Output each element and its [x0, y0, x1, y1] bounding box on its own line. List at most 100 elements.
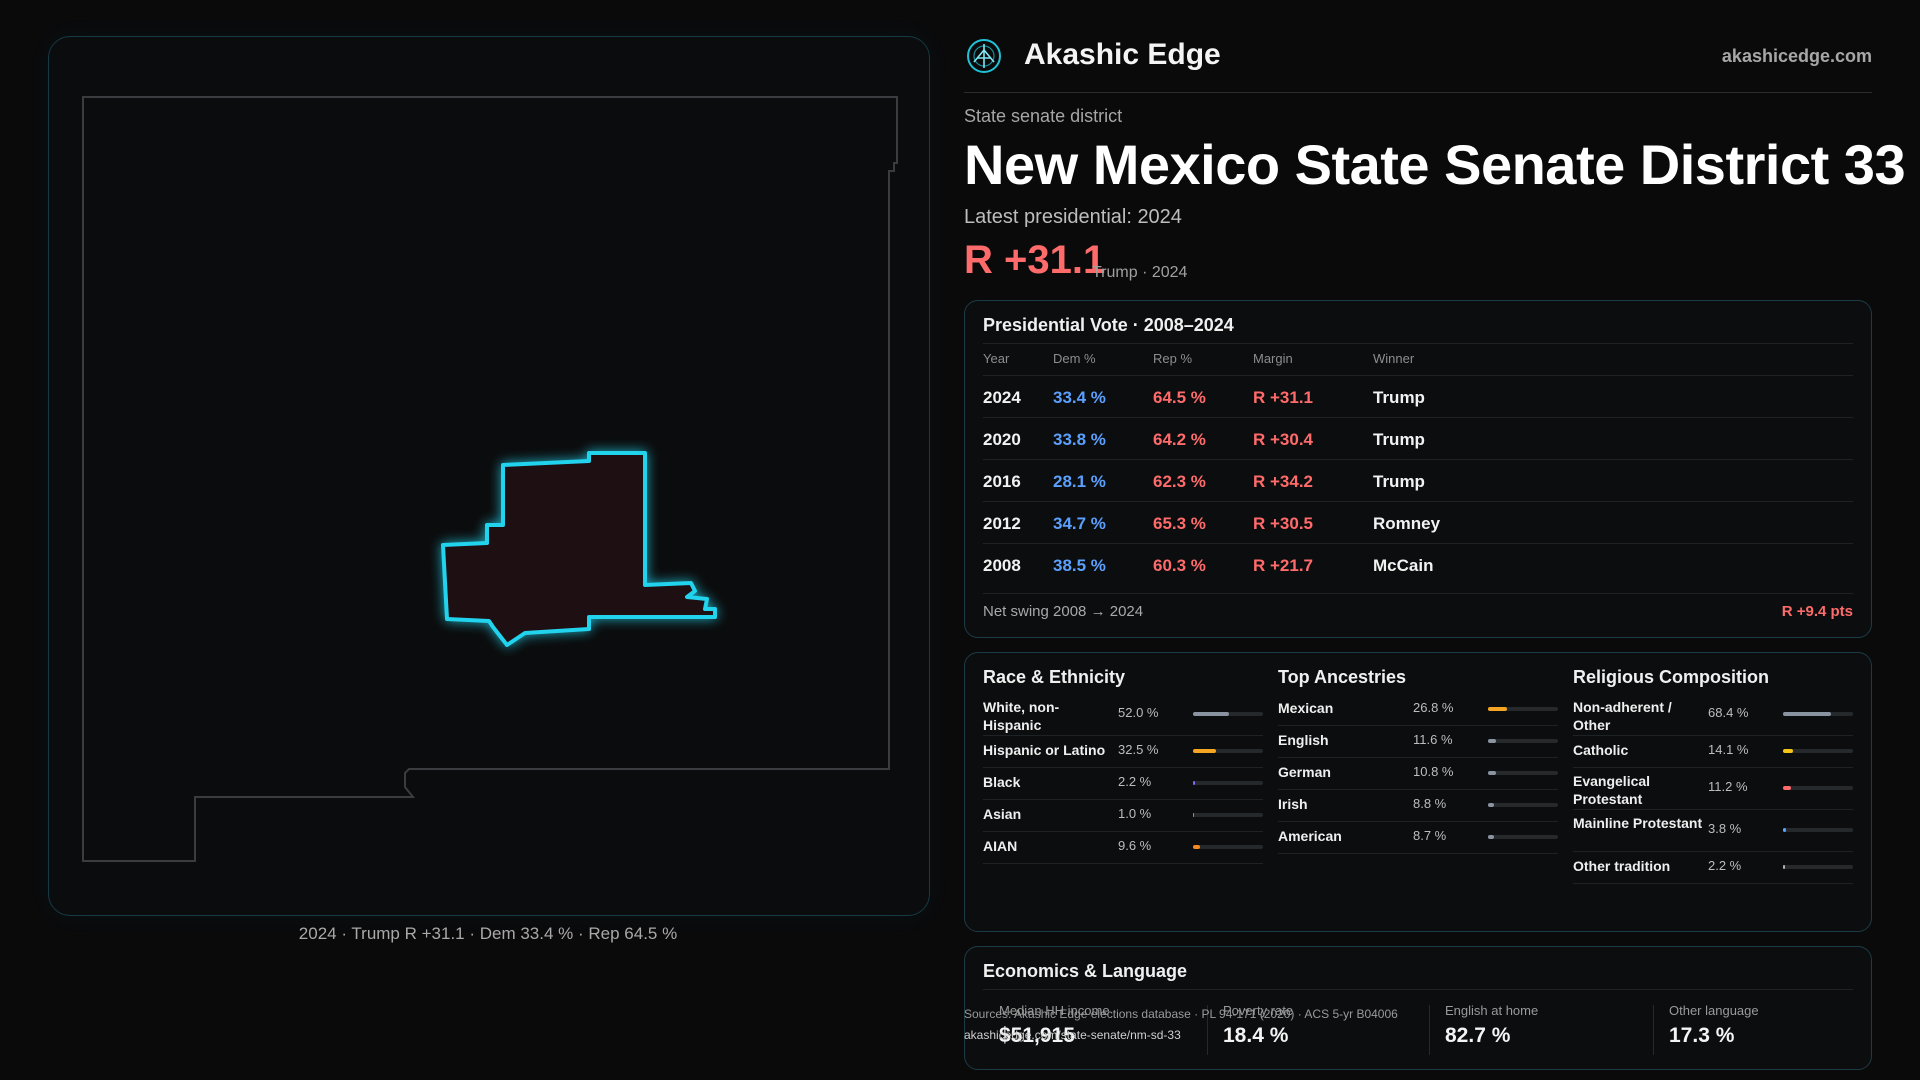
row-label: White, non-Hispanic: [983, 699, 1060, 733]
presidential-vote-card: Presidential Vote · 2008–2024 Year Dem %…: [964, 300, 1872, 638]
share-bar-fill: [1193, 712, 1230, 716]
row-margin: R +30.4: [1253, 430, 1314, 449]
row-year: 2016: [983, 472, 1021, 491]
akashic-edge-logo-icon[interactable]: [966, 38, 1002, 74]
share-bar-track: [1488, 707, 1558, 711]
ancestry-row[interactable]: Irish 8.8 %: [1278, 789, 1558, 822]
row-year: 2008: [983, 556, 1021, 575]
brand-url-link[interactable]: akashicedge.com: [1721, 46, 1872, 66]
table-row[interactable]: 2016 28.1 % 62.3 % R +34.2 Trump: [983, 459, 1853, 501]
share-bar-fill: [1193, 749, 1216, 753]
brand-name[interactable]: Akashic Edge: [1024, 38, 1221, 71]
row-margin: R +30.5: [1253, 514, 1314, 533]
permalink-url[interactable]: akashicedge.com/state-senate/nm-sd-33: [964, 1028, 1181, 1042]
row-percent: 14.1 %: [1708, 742, 1749, 757]
row-year: 2012: [983, 514, 1021, 533]
row-label: Evangelical Protestant: [1573, 773, 1651, 807]
district-outline[interactable]: [441, 451, 717, 647]
table-row[interactable]: 2012 34.7 % 65.3 % R +30.5 Romney: [983, 501, 1853, 543]
district-map-panel[interactable]: [48, 36, 930, 916]
religion-row[interactable]: Mainline Protestant 3.8 %: [1573, 809, 1853, 852]
row-winner: McCain: [1373, 556, 1434, 575]
row-rep: 60.3 %: [1153, 556, 1206, 575]
row-label: Catholic: [1573, 742, 1629, 758]
race-row[interactable]: White, non-Hispanic 52.0 %: [983, 693, 1263, 736]
stat-label: Median HH income: [999, 1003, 1110, 1018]
religion-row[interactable]: Catholic 14.1 %: [1573, 735, 1853, 768]
ancestry-row[interactable]: Mexican 26.8 %: [1278, 693, 1558, 726]
share-bar-track: [1488, 835, 1558, 839]
religion-row[interactable]: Non-adherent / Other 68.4 %: [1573, 693, 1853, 736]
net-swing-label: Net swing 2008 → 2024: [983, 603, 1144, 620]
row-percent: 32.5 %: [1118, 742, 1159, 757]
share-bar-fill: [1488, 771, 1496, 775]
headline-margin: R +31.1: [964, 238, 1106, 282]
row-dem: 33.8 %: [1053, 430, 1106, 449]
religion-section: Religious Composition Non-adherent / Oth…: [1573, 653, 1853, 931]
share-bar-fill: [1488, 739, 1497, 743]
row-percent: 2.2 %: [1118, 774, 1152, 789]
divider: [1653, 1005, 1654, 1055]
stat-label: English at home: [1445, 1003, 1539, 1018]
col-header-dem: Dem %: [1053, 351, 1096, 366]
share-bar-fill: [1488, 835, 1495, 839]
stat-english-at-home: English at home 82.7 %: [1445, 1003, 1538, 1048]
race-ethnicity-section: Race & Ethnicity White, non-Hispanic 52.0…: [983, 653, 1263, 931]
share-bar-track: [1193, 813, 1263, 817]
table-row[interactable]: 2024 33.4 % 64.5 % R +31.1 Trump: [983, 375, 1853, 417]
share-bar-fill: [1488, 803, 1495, 807]
demographics-card: Race & Ethnicity White, non-Hispanic 52.0…: [964, 652, 1872, 932]
share-bar-track: [1783, 749, 1853, 753]
row-label: American: [1278, 828, 1342, 844]
row-label: Other tradition: [1573, 858, 1671, 874]
share-bar-track: [1193, 749, 1263, 753]
race-row[interactable]: AIAN 9.6 %: [983, 831, 1263, 864]
share-bar-track: [1193, 712, 1263, 716]
row-percent: 1.0 %: [1118, 806, 1152, 821]
row-label: Hispanic or Latino: [983, 742, 1106, 758]
economics-language-card: Economics & Language Median HH income $5…: [964, 946, 1872, 1070]
row-rep: 65.3 %: [1153, 514, 1206, 533]
stat-median-income: Median HH income $51,915: [999, 1003, 1110, 1048]
row-winner: Romney: [1373, 514, 1441, 533]
stat-value: 17.3 %: [1669, 1024, 1735, 1047]
row-margin: R +31.1: [1253, 388, 1314, 407]
divider: [983, 989, 1853, 990]
divider: [983, 593, 1853, 594]
row-dem: 33.4 %: [1053, 388, 1106, 407]
row-label: Black: [983, 774, 1021, 790]
race-row[interactable]: Hispanic or Latino 32.5 %: [983, 735, 1263, 768]
table-row[interactable]: 2008 38.5 % 60.3 % R +21.7 McCain: [983, 543, 1853, 585]
row-label: German: [1278, 764, 1331, 780]
row-year: 2024: [983, 388, 1021, 407]
row-percent: 52.0 %: [1118, 705, 1159, 720]
row-dem: 28.1 %: [1053, 472, 1106, 491]
district-map[interactable]: [49, 37, 929, 915]
stat-value: 82.7 %: [1445, 1024, 1511, 1047]
net-swing-value: R +9.4 pts: [1781, 603, 1853, 620]
ancestry-row[interactable]: German 10.8 %: [1278, 757, 1558, 790]
divider: [983, 343, 1853, 344]
stat-poverty-rate: Poverty rate 18.4 %: [1223, 1003, 1293, 1048]
religion-row[interactable]: Evangelical Protestant 11.2 %: [1573, 767, 1853, 810]
race-row[interactable]: Asian 1.0 %: [983, 799, 1263, 832]
row-label: Non-adherent / Other: [1573, 699, 1672, 733]
religion-row[interactable]: Other tradition 2.2 %: [1573, 851, 1853, 884]
row-winner: Trump: [1373, 388, 1425, 407]
divider: [1207, 1005, 1208, 1055]
race-row[interactable]: Black 2.2 %: [983, 767, 1263, 800]
row-percent: 10.8 %: [1413, 764, 1454, 779]
col-header-rep: Rep %: [1153, 351, 1193, 366]
stat-other-language: Other language 17.3 %: [1669, 1003, 1759, 1048]
ancestry-row[interactable]: American 8.7 %: [1278, 821, 1558, 854]
ancestries-section: Top Ancestries Mexican 26.8 % English 11.6 …: [1278, 653, 1558, 931]
row-percent: 68.4 %: [1708, 705, 1749, 720]
map-caption: 2024 · Trump R +31.1 · Dem 33.4 % · Rep …: [298, 924, 678, 943]
row-percent: 9.6 %: [1118, 838, 1152, 853]
row-label: Mexican: [1278, 700, 1334, 716]
table-row[interactable]: 2020 33.8 % 64.2 % R +30.4 Trump: [983, 417, 1853, 459]
ancestry-row[interactable]: English 11.6 %: [1278, 725, 1558, 758]
share-bar-fill: [1488, 707, 1507, 711]
row-dem: 34.7 %: [1053, 514, 1106, 533]
col-header-margin: Margin: [1253, 351, 1293, 366]
